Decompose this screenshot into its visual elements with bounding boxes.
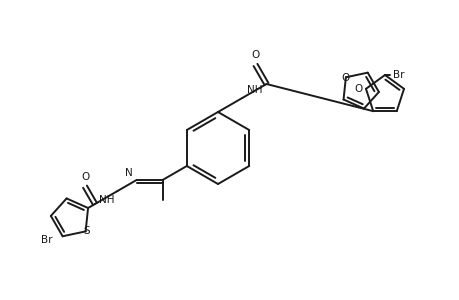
Text: S: S [83,226,90,236]
Text: O: O [81,172,89,182]
Text: N: N [124,168,132,178]
Text: O: O [341,73,349,83]
Text: NH: NH [246,85,262,95]
Text: NH: NH [99,195,114,205]
Text: Br: Br [392,70,403,80]
Text: O: O [251,50,259,60]
Text: O: O [354,84,362,94]
Text: Br: Br [41,235,52,245]
